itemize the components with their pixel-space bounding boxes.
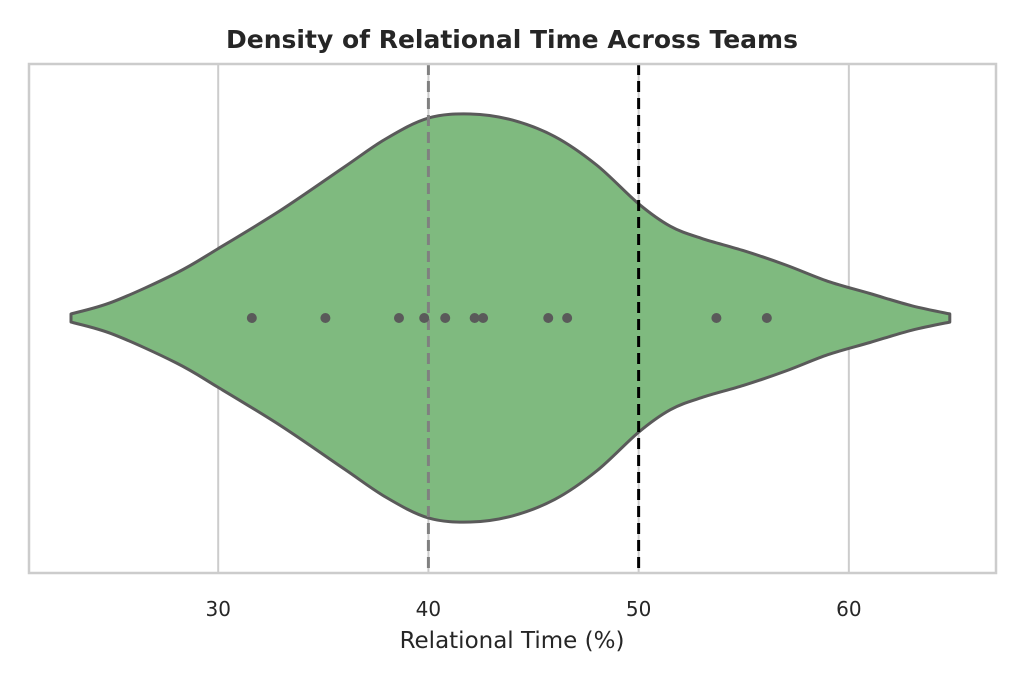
x-tick-labels: 30 40 50 60 xyxy=(205,597,861,621)
data-point-7 xyxy=(543,313,554,323)
x-tick-label-50: 50 xyxy=(626,597,651,621)
data-point-3 xyxy=(419,313,430,323)
violin-layer xyxy=(69,112,952,524)
x-axis-label: Relational Time (%) xyxy=(400,628,625,654)
data-point-2 xyxy=(393,313,404,323)
x-tick-label-60: 60 xyxy=(836,597,861,621)
data-point-9 xyxy=(711,313,722,323)
plot-frame xyxy=(27,62,998,575)
data-point-6 xyxy=(478,313,489,323)
data-point-5 xyxy=(469,313,480,323)
x-tick-label-30: 30 xyxy=(205,597,230,621)
chart-title: Density of Relational Time Across Teams xyxy=(226,25,798,54)
data-point-1 xyxy=(320,313,331,323)
data-point-4 xyxy=(440,313,451,323)
violin-body xyxy=(69,112,952,524)
x-tick-label-40: 40 xyxy=(416,597,441,621)
data-point-10 xyxy=(761,313,772,323)
data-points xyxy=(246,313,772,323)
data-point-0 xyxy=(246,313,257,323)
data-point-8 xyxy=(562,313,573,323)
